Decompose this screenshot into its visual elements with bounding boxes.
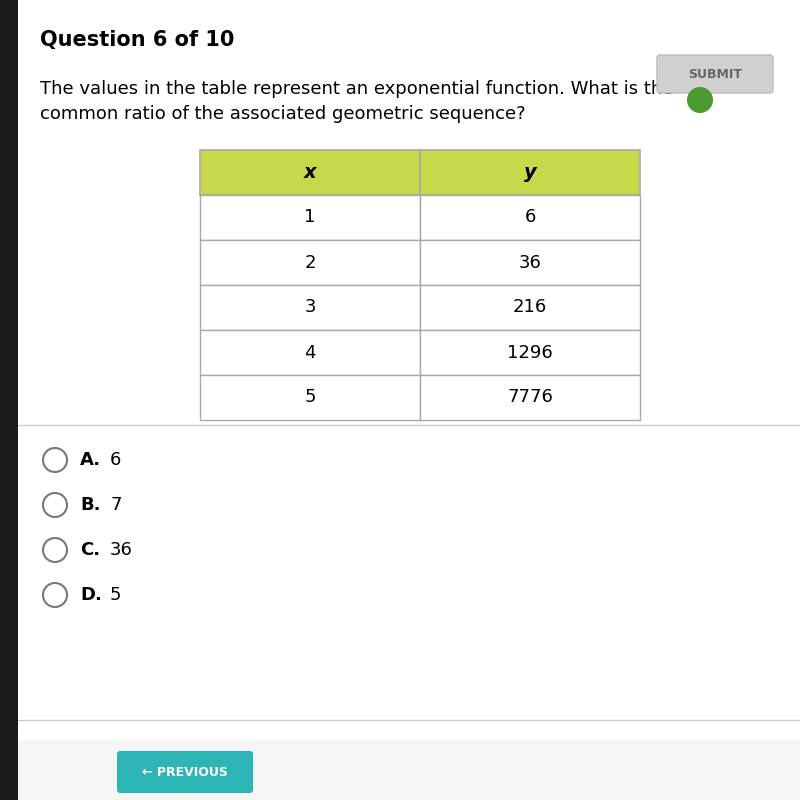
Text: B.: B. <box>80 496 101 514</box>
Text: A.: A. <box>80 451 101 469</box>
Text: 4: 4 <box>304 343 316 362</box>
FancyBboxPatch shape <box>200 150 420 195</box>
Text: 1296: 1296 <box>507 343 553 362</box>
Text: y: y <box>524 163 536 182</box>
FancyBboxPatch shape <box>200 330 420 375</box>
Text: 36: 36 <box>110 541 133 559</box>
Text: 5: 5 <box>304 389 316 406</box>
FancyBboxPatch shape <box>18 0 800 740</box>
Circle shape <box>687 87 713 113</box>
FancyBboxPatch shape <box>200 195 420 240</box>
Text: common ratio of the associated geometric sequence?: common ratio of the associated geometric… <box>40 105 526 123</box>
Text: 6: 6 <box>110 451 122 469</box>
Text: 6: 6 <box>524 209 536 226</box>
FancyBboxPatch shape <box>420 240 640 285</box>
Text: The values in the table represent an exponential function. What is the: The values in the table represent an exp… <box>40 80 674 98</box>
Text: x: x <box>304 163 316 182</box>
FancyBboxPatch shape <box>420 285 640 330</box>
FancyBboxPatch shape <box>0 0 18 800</box>
FancyBboxPatch shape <box>200 240 420 285</box>
Text: 3: 3 <box>304 298 316 317</box>
FancyBboxPatch shape <box>200 285 420 330</box>
Text: Question 6 of 10: Question 6 of 10 <box>40 30 234 50</box>
Text: ← PREVIOUS: ← PREVIOUS <box>142 766 228 778</box>
Text: 5: 5 <box>110 586 122 604</box>
FancyBboxPatch shape <box>657 55 773 93</box>
Text: SUBMIT: SUBMIT <box>688 67 742 81</box>
Text: 7776: 7776 <box>507 389 553 406</box>
Text: C.: C. <box>80 541 100 559</box>
FancyBboxPatch shape <box>420 150 640 195</box>
Text: 36: 36 <box>518 254 542 271</box>
Text: 7: 7 <box>110 496 122 514</box>
Text: 216: 216 <box>513 298 547 317</box>
FancyBboxPatch shape <box>200 375 420 420</box>
FancyBboxPatch shape <box>18 740 800 800</box>
FancyBboxPatch shape <box>420 375 640 420</box>
FancyBboxPatch shape <box>420 330 640 375</box>
Text: 2: 2 <box>304 254 316 271</box>
FancyBboxPatch shape <box>117 751 253 793</box>
Text: D.: D. <box>80 586 102 604</box>
FancyBboxPatch shape <box>420 195 640 240</box>
Text: 1: 1 <box>304 209 316 226</box>
